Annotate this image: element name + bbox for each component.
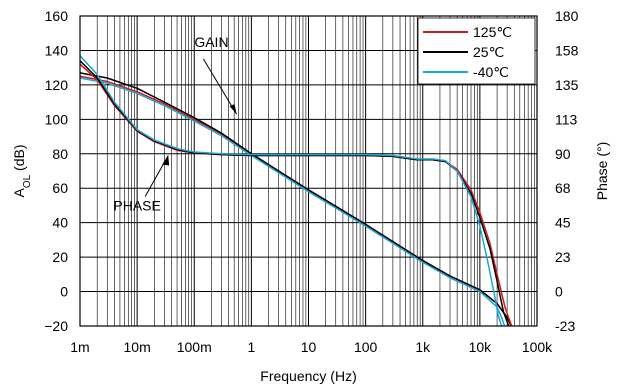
legend-label: 125℃ [473, 24, 512, 40]
x-tick-label: 1m [70, 339, 89, 355]
y-right-tick-label: 68 [555, 180, 571, 196]
annotation-layer: GAIN PHASE [113, 34, 237, 214]
legend: 125℃ 25℃ -40℃ [417, 17, 536, 85]
x-axis-title: Frequency (Hz) [260, 368, 356, 384]
y-left-tick-label: 160 [45, 8, 69, 24]
y-left-tick-label: 60 [52, 180, 68, 196]
y-left-tick-label: 100 [45, 111, 69, 127]
phase-arrow-head [162, 155, 170, 166]
series-line-phase [79, 60, 510, 327]
x-tick-label: 100k [522, 339, 553, 355]
x-tick-label: 10k [469, 339, 493, 355]
x-tick-label: 100 [354, 339, 378, 355]
series-line-gain [79, 77, 506, 327]
tick-layer: 1m 10m 100m 1 10 100 1k 10k 100k −20 -23 0 0 20 23 40 45… [44, 8, 578, 355]
y-right-tick-label: 180 [555, 8, 579, 24]
y-right-tick-label: 45 [555, 215, 571, 231]
y-left-tick-label: 0 [60, 284, 68, 300]
series-layer [79, 55, 513, 327]
y-right-tick-label: 158 [555, 42, 579, 58]
x-tick-label: 10m [124, 339, 151, 355]
y-axis-right-title: Phase (°) [594, 142, 610, 201]
series-line-phase [79, 55, 503, 327]
plot-frame [79, 15, 538, 327]
x-tick-label: 1 [247, 339, 255, 355]
series-line-gain [79, 72, 513, 327]
y-axis-left-title: AOL (dB) [11, 144, 33, 197]
y-right-tick-label: 0 [555, 284, 563, 300]
gain-arrow-head [229, 104, 237, 115]
y-right-tick-label: 23 [555, 249, 571, 265]
y-right-tick-label: 90 [555, 146, 571, 162]
y-left-tick-label: 80 [52, 146, 68, 162]
x-tick-label: 10 [301, 339, 317, 355]
y-right-tick-label: 135 [555, 77, 579, 93]
y-axis-left-title-suffix: (dB) [11, 144, 27, 174]
y-right-tick-label: 113 [555, 111, 578, 127]
phase-annotation: PHASE [113, 198, 160, 214]
x-tick-label: 100m [177, 339, 212, 355]
gain-annotation: GAIN [194, 34, 228, 50]
y-left-tick-label: 120 [45, 77, 69, 93]
legend-label: 25℃ [473, 44, 504, 60]
y-axis-left-title-sub: OL [22, 174, 33, 188]
y-left-tick-label: −20 [44, 318, 68, 334]
y-left-tick-label: 20 [52, 249, 68, 265]
legend-label: -40℃ [473, 64, 509, 80]
y-axis-left-title-main: A [11, 188, 27, 198]
y-left-tick-label: 140 [45, 42, 69, 58]
gain-arrow-line [203, 58, 237, 115]
y-left-tick-label: 40 [52, 215, 68, 231]
y-right-tick-label: -23 [555, 318, 575, 334]
x-tick-label: 1k [415, 339, 431, 355]
